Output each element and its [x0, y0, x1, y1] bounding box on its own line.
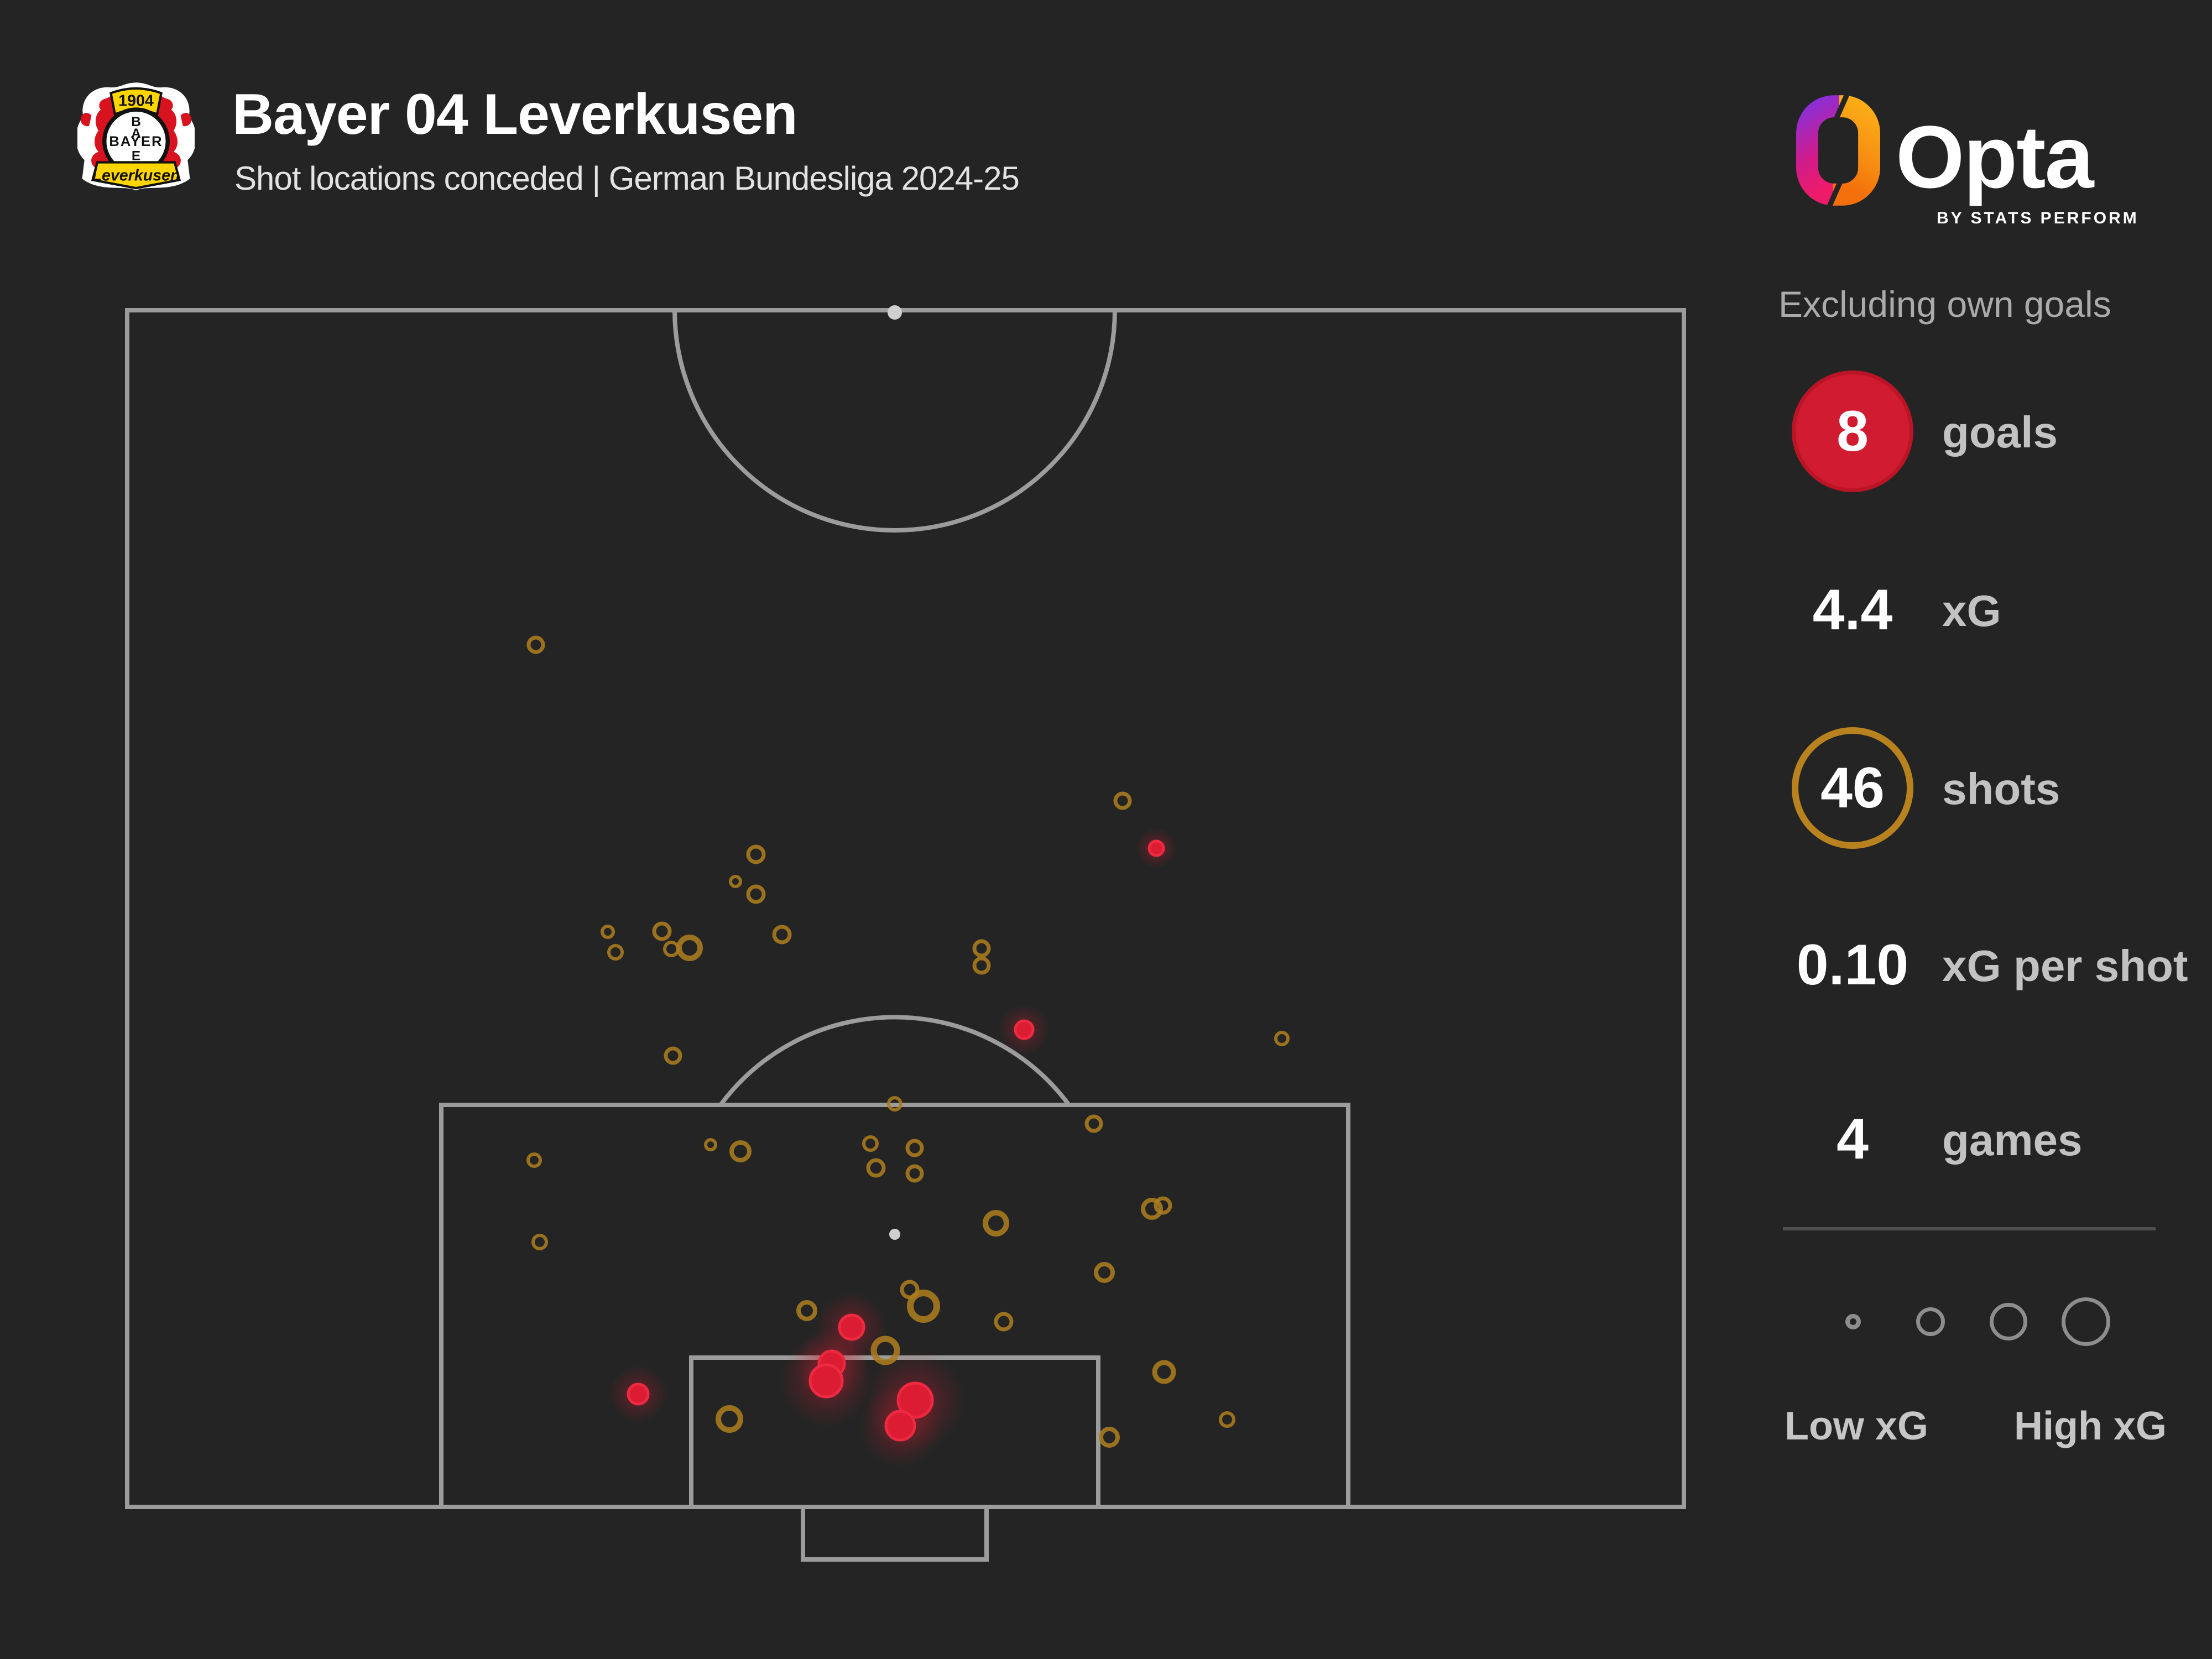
goals-label: goals — [1942, 408, 2058, 457]
shot-marker — [905, 1164, 924, 1183]
shot-marker — [531, 1234, 548, 1250]
legend-low-label: Low xG — [1785, 1404, 1929, 1448]
shot-marker — [1274, 1031, 1290, 1046]
shot-marker — [862, 1135, 879, 1152]
shot-marker — [887, 1096, 902, 1112]
xg-value: 4.4 — [1812, 578, 1893, 642]
shot-marker — [772, 925, 792, 945]
goal-marker — [627, 1383, 650, 1406]
xg-per-shot-label: xG per shot — [1942, 941, 2188, 990]
games-value: 4 — [1837, 1107, 1869, 1171]
page-subtitle: Shot locations conceded | German Bundesl… — [234, 160, 1020, 197]
shot-marker — [601, 925, 615, 939]
legend-high-label: High xG — [2014, 1404, 2167, 1448]
panel-divider — [1783, 1227, 2156, 1230]
shot-marker — [704, 1138, 717, 1151]
opta-tagline: BY STATS PERFORM — [1937, 209, 2139, 227]
crest-banner: Leverkusen — [92, 166, 180, 184]
goals-red-circle — [1792, 371, 1913, 492]
shot-marker — [1113, 791, 1132, 810]
goal-marker — [1014, 1019, 1035, 1040]
pitch-boundary — [125, 308, 1686, 1509]
shot-marker — [1084, 1114, 1103, 1133]
svg-text:A: A — [131, 126, 141, 141]
shot-marker — [983, 1210, 1009, 1237]
shot-marker — [526, 1152, 542, 1168]
svg-text:B: B — [131, 114, 141, 129]
excluding-own-goals-note: Excluding own goals — [1778, 284, 2111, 325]
crest-cross: B A BAYER E R — [109, 114, 163, 175]
shot-marker — [1141, 1198, 1163, 1220]
shot-marker — [866, 1158, 886, 1178]
crest-cross-word: BAYER — [109, 134, 163, 149]
games-label: games — [1942, 1115, 2083, 1165]
goal-frame — [801, 1505, 989, 1562]
shot-marker — [746, 884, 766, 904]
goal-marker — [884, 1410, 916, 1442]
penalty-arc — [718, 1015, 1071, 1107]
shot-marker — [729, 875, 742, 888]
shot-marker — [1152, 1360, 1176, 1384]
bayer-leverkusen-crest: 1904 B A BAYER E R Leverkusen — [77, 82, 195, 191]
shot-marker — [652, 921, 672, 941]
shot-marker — [907, 1290, 940, 1323]
goal-marker — [808, 1363, 844, 1399]
svg-text:E: E — [132, 148, 140, 163]
opta-o-right-half — [1833, 95, 1880, 206]
shot-marker — [729, 1140, 752, 1162]
shot-marker — [1099, 1427, 1120, 1448]
centre-spot — [888, 305, 902, 320]
shot-marker — [526, 635, 545, 654]
legend-size-circle-1 — [1845, 1314, 1861, 1329]
crest-lions — [81, 95, 191, 169]
shot-marker — [607, 944, 624, 961]
opta-o-top-notch — [1832, 94, 1850, 123]
shot-markers-layer — [526, 635, 1290, 1468]
shot-marker — [716, 1405, 743, 1433]
opta-o-left-half — [1796, 95, 1844, 206]
shots-label: shots — [1942, 764, 2060, 813]
legend-size-circle-4 — [2062, 1297, 2110, 1346]
penalty-spot — [889, 1229, 900, 1240]
shot-marker — [664, 1046, 682, 1065]
shot-marker — [1154, 1196, 1172, 1215]
legend-size-circle-3 — [1990, 1303, 2027, 1340]
shot-marker — [1094, 1262, 1115, 1283]
shot-marker — [676, 935, 703, 961]
crest-year: 1904 — [118, 92, 154, 110]
goal-marker — [1147, 839, 1165, 857]
legend-size-circle-2 — [1916, 1307, 1945, 1336]
shot-marker — [994, 1312, 1014, 1332]
opta-logo-icon — [1796, 94, 1880, 207]
shot-marker — [972, 956, 991, 975]
crest-ribbon — [91, 161, 181, 190]
shot-marker — [663, 941, 680, 957]
shot-marker — [746, 844, 766, 864]
shots-value: 46 — [1820, 756, 1885, 820]
shot-marker — [905, 1139, 924, 1157]
opta-wordmark: Opta — [1896, 107, 2094, 206]
page-title: Bayer 04 Leverkusen — [232, 82, 798, 147]
opta-o-bottom-notch — [1827, 178, 1844, 207]
shot-marker — [972, 939, 991, 958]
shot-marker — [796, 1300, 817, 1321]
goals-value: 8 — [1837, 399, 1869, 463]
centre-circle-arc — [672, 310, 1117, 533]
shot-marker — [1219, 1411, 1235, 1428]
xg-per-shot-value: 0.10 — [1796, 933, 1909, 997]
xg-label: xG — [1942, 586, 2001, 635]
